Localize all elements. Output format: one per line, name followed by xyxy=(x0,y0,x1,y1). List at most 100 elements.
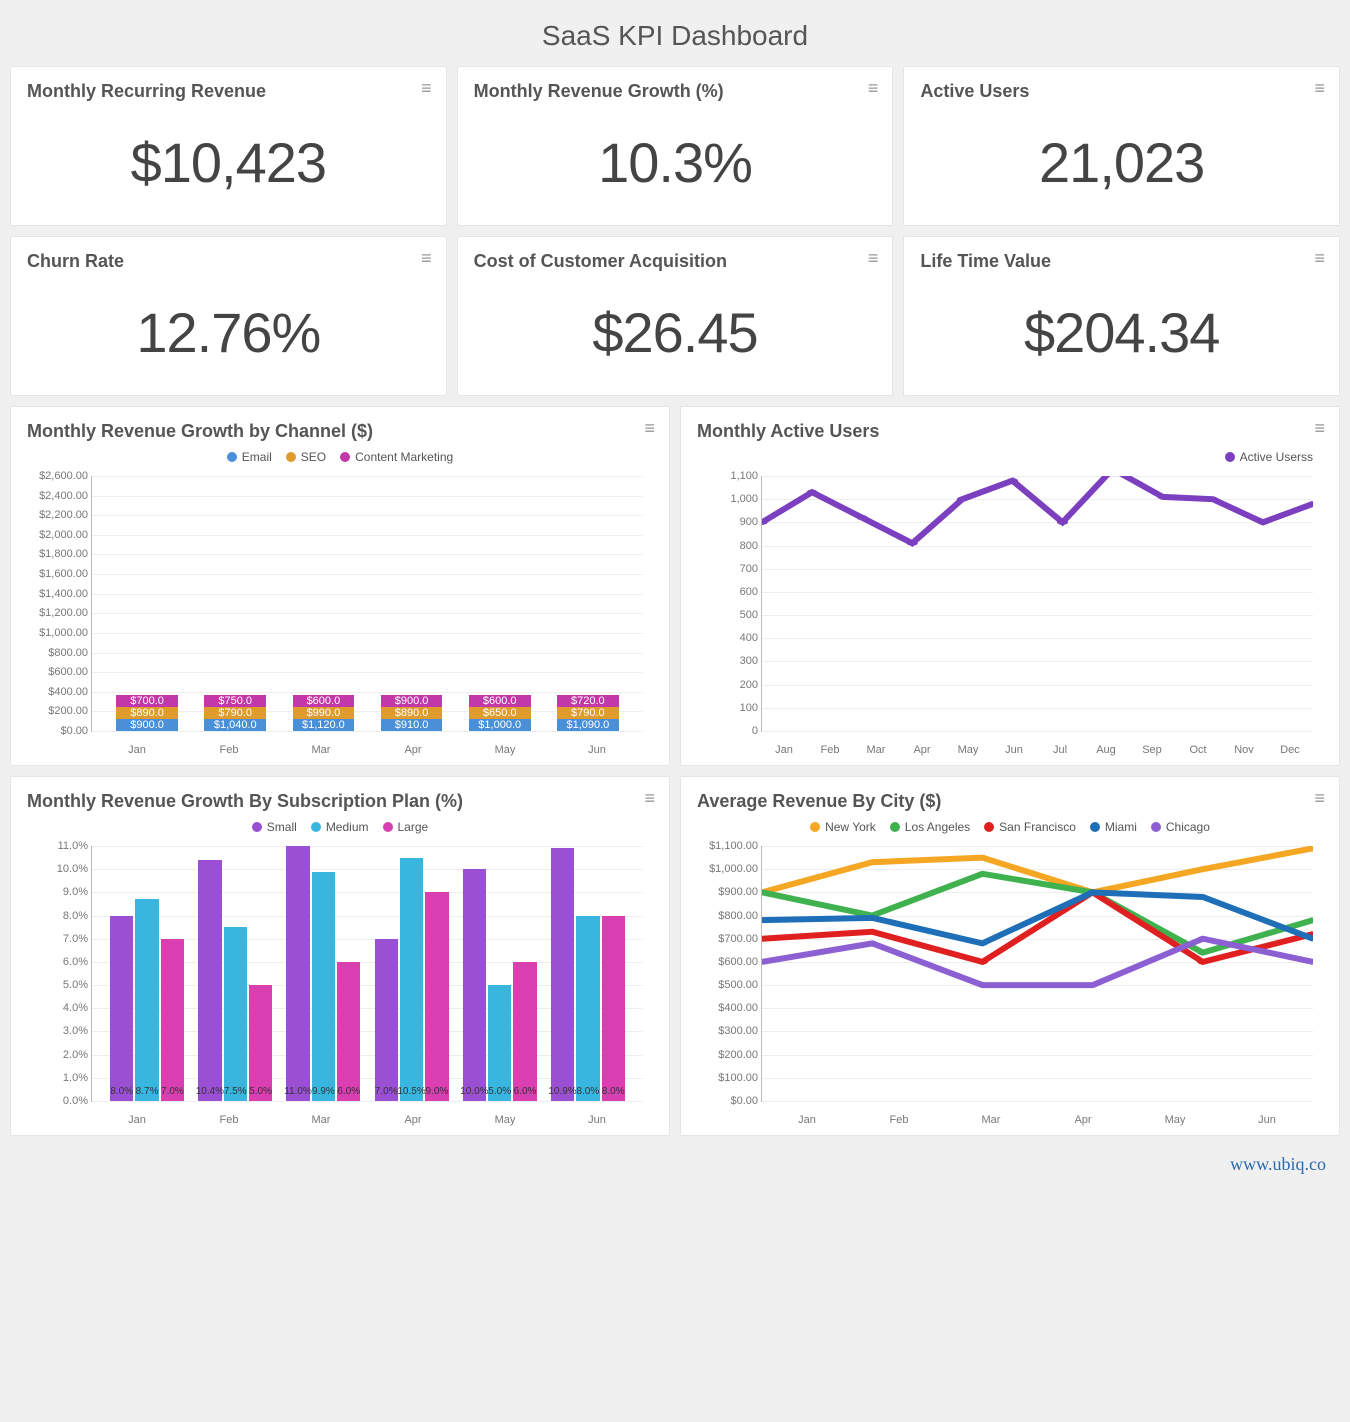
y-tick: 600 xyxy=(702,586,758,598)
bar-label: 7.0% xyxy=(375,1086,398,1097)
x-tick: Jun xyxy=(1221,1114,1313,1126)
bar-label: 9.0% xyxy=(425,1086,448,1097)
y-tick: $200.00 xyxy=(32,705,88,717)
bar-group: 8.0%8.7%7.0% xyxy=(110,846,184,1101)
bar: 10.0% xyxy=(463,869,486,1101)
kpi-value: $26.45 xyxy=(474,280,877,377)
bar-label: 11.0% xyxy=(284,1086,312,1097)
y-tick: $1,100.00 xyxy=(702,840,758,852)
x-tick: Oct xyxy=(1175,744,1221,756)
bar: 5.0% xyxy=(249,985,272,1101)
hamburger-icon[interactable]: ≡ xyxy=(1314,789,1325,807)
legend: EmailSEOContent Marketing xyxy=(27,450,653,464)
hamburger-icon[interactable]: ≡ xyxy=(1314,419,1325,437)
data-point xyxy=(1197,950,1208,955)
y-tick: $2,200.00 xyxy=(32,509,88,521)
bar-group: 11.0%9.9%6.0% xyxy=(286,846,360,1101)
x-tick: Feb xyxy=(807,744,853,756)
kpi-label: Active Users xyxy=(920,81,1323,102)
data-point xyxy=(977,855,988,860)
y-tick: $700.00 xyxy=(702,933,758,945)
hamburger-icon[interactable]: ≡ xyxy=(868,249,879,267)
bar: $1,040.0$790.0$750.0 xyxy=(204,695,266,731)
chart-title: Monthly Active Users xyxy=(697,421,1323,442)
bar: 9.0% xyxy=(425,892,448,1101)
bar: 8.0% xyxy=(110,916,133,1101)
hamburger-icon[interactable]: ≡ xyxy=(1315,79,1326,97)
hamburger-icon[interactable]: ≡ xyxy=(644,419,655,437)
legend-swatch xyxy=(984,822,994,832)
y-tick: $1,000.00 xyxy=(32,627,88,639)
bar-segment: $910.0 xyxy=(381,719,443,731)
bar: 10.5% xyxy=(400,858,423,1101)
chart-svg xyxy=(762,846,1313,1101)
bar: 11.0% xyxy=(286,846,309,1101)
bar: 8.7% xyxy=(135,899,158,1101)
legend: New YorkLos AngelesSan FranciscoMiamiChi… xyxy=(697,820,1323,834)
legend-swatch xyxy=(311,822,321,832)
hamburger-icon[interactable]: ≡ xyxy=(644,789,655,807)
bar-segment: $720.0 xyxy=(557,695,619,707)
bar: $1,120.0$990.0$600.0 xyxy=(293,695,355,731)
line-series xyxy=(762,939,1313,985)
bar-segment: $990.0 xyxy=(293,707,355,719)
hamburger-icon[interactable]: ≡ xyxy=(868,79,879,97)
legend-swatch xyxy=(383,822,393,832)
legend-item: Chicago xyxy=(1151,820,1210,834)
bar-label: 6.0% xyxy=(337,1086,360,1097)
bar: 8.0% xyxy=(576,916,599,1101)
hamburger-icon[interactable]: ≡ xyxy=(421,249,432,267)
bar: 6.0% xyxy=(513,962,536,1101)
line-series xyxy=(762,874,1313,953)
data-point xyxy=(857,515,868,520)
x-labels: JanFebMarAprMayJun xyxy=(761,1114,1313,1126)
bar: 10.9% xyxy=(551,848,574,1101)
x-labels: JanFebMarAprMayJunJulAugSepOctNovDec xyxy=(761,744,1313,756)
data-point xyxy=(1257,520,1268,525)
bar-segment: $1,120.0 xyxy=(293,719,355,731)
y-tick: $1,600.00 xyxy=(32,568,88,580)
data-point xyxy=(1057,520,1068,525)
y-tick: $0.00 xyxy=(32,725,88,737)
data-point xyxy=(977,983,988,988)
kpi-value: 21,023 xyxy=(920,110,1323,207)
card-active-users-chart: ≡ Monthly Active Users Active Userss 010… xyxy=(680,406,1340,766)
bar-label: 7.0% xyxy=(161,1086,184,1097)
bar-segment: $900.0 xyxy=(116,719,178,731)
kpi-value: $10,423 xyxy=(27,110,430,207)
hamburger-icon[interactable]: ≡ xyxy=(421,79,432,97)
y-tick: $800.00 xyxy=(702,910,758,922)
bar: $1,090.0$790.0$720.0 xyxy=(557,695,619,731)
data-point xyxy=(907,541,918,546)
bar-segment: $600.0 xyxy=(469,695,531,707)
x-tick: Aug xyxy=(1083,744,1129,756)
kpi-card: ≡Active Users 21,023 xyxy=(903,66,1340,226)
y-tick: 5.0% xyxy=(32,979,88,991)
bar-label: 8.7% xyxy=(136,1086,159,1097)
stacked-bar-chart: $0.00$200.00$400.00$600.00$800.00$1,000.… xyxy=(27,470,653,760)
legend-item: Email xyxy=(227,450,272,464)
bar: $1,000.0$650.0$600.0 xyxy=(469,695,531,731)
x-tick: Jun xyxy=(551,1114,643,1126)
y-tick: $500.00 xyxy=(702,979,758,991)
y-tick: $400.00 xyxy=(702,1002,758,1014)
bar-label: 8.0% xyxy=(110,1086,133,1097)
y-tick: $2,400.00 xyxy=(32,490,88,502)
data-point xyxy=(977,871,988,876)
bar: 9.9% xyxy=(312,872,335,1102)
legend-item: Small xyxy=(252,820,297,834)
bar-group: 10.0%5.0%6.0% xyxy=(463,846,537,1101)
data-point xyxy=(1197,959,1208,964)
data-point xyxy=(977,941,988,946)
chart-title: Average Revenue By City ($) xyxy=(697,791,1323,812)
legend-item: Content Marketing xyxy=(340,450,453,464)
chart-svg xyxy=(762,476,1313,731)
data-point xyxy=(1007,478,1018,483)
legend-item: Active Userss xyxy=(1225,450,1313,464)
bar-segment: $1,090.0 xyxy=(557,719,619,731)
legend-item: Miami xyxy=(1090,820,1137,834)
data-point xyxy=(977,959,988,964)
x-labels: JanFebMarAprMayJun xyxy=(91,744,643,756)
hamburger-icon[interactable]: ≡ xyxy=(1315,249,1326,267)
data-point xyxy=(1087,983,1098,988)
